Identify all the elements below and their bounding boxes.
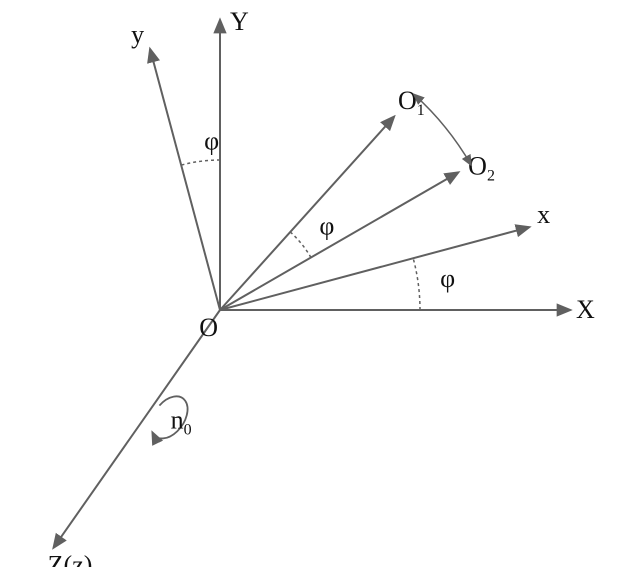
label-O2: O2	[468, 152, 495, 185]
label-origin: O	[199, 313, 218, 342]
label-O1: O1	[398, 86, 425, 119]
label-X: X	[576, 295, 595, 324]
arc-Y-y	[181, 160, 220, 165]
axis-O2	[220, 173, 458, 311]
axis-y	[150, 49, 220, 310]
axis-O1	[220, 117, 394, 310]
axis-x	[220, 227, 529, 310]
label-x: x	[537, 200, 550, 229]
arc-X-x	[413, 258, 420, 310]
phi-O1O2: φ	[319, 211, 334, 240]
label-Z: Z(z)	[48, 551, 93, 567]
axis-Z	[54, 310, 220, 548]
phi-Yy: φ	[204, 126, 219, 155]
label-y: y	[131, 20, 144, 49]
phi-Xx: φ	[440, 264, 455, 293]
label-Y: Y	[230, 7, 249, 36]
arc-O2-O1	[290, 232, 311, 258]
